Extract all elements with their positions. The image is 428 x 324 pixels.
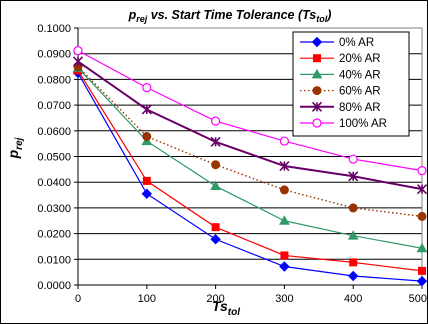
series-5-point-2 — [211, 116, 221, 126]
series-4-point-4 — [348, 171, 359, 182]
series-3-point-1 — [142, 131, 152, 141]
legend-label-3: 60% AR — [339, 86, 381, 98]
x-axis-label: Tstol — [212, 298, 240, 318]
x-tick-label-0: 0 — [75, 293, 81, 305]
series-2-point-2 — [210, 180, 221, 191]
series-1-point-2 — [211, 223, 220, 232]
legend-item-2: 40% AR — [300, 68, 381, 81]
series-3-point-3 — [279, 185, 289, 195]
legend: 0% AR 20% AR 40% AR 60% AR 80% AR 100% AR — [292, 31, 410, 137]
chart-title-text: vs. Start Time Tolerance ( — [147, 8, 304, 22]
x-tick-label-4: 400 — [344, 293, 362, 305]
series-5-point-3 — [279, 136, 289, 146]
legend-label-2: 40% AR — [339, 69, 381, 81]
series-2-point-5 — [416, 242, 428, 253]
y-tick-label-1: 0.0100 — [37, 254, 71, 266]
series-3 — [73, 62, 427, 221]
series-5-point-5 — [417, 166, 427, 176]
series-2-point-3 — [279, 215, 290, 225]
x-tick-label-1: 100 — [138, 293, 156, 305]
y-tick-label-2: 0.0200 — [37, 229, 71, 241]
y-tick-label-9: 0.0900 — [37, 49, 71, 61]
series-0-point-5 — [416, 275, 428, 287]
series-line-0 — [77, 72, 423, 282]
legend-box — [292, 31, 410, 137]
series-1-point-4 — [349, 258, 358, 267]
series-0-point-4 — [347, 270, 359, 282]
series-4-point-3 — [279, 160, 290, 172]
series-1-point-3 — [280, 251, 289, 260]
x-axis-label-main: Ts — [212, 298, 228, 314]
x-axis-label-subscript: tol — [228, 307, 240, 318]
chart-title-p-subscript: rej — [136, 14, 148, 24]
series-3-point-4 — [348, 203, 358, 213]
legend-label-1: 20% AR — [339, 53, 381, 65]
series-line-3 — [77, 66, 423, 218]
y-tick-label-6: 0.0600 — [37, 126, 71, 138]
series-2 — [72, 62, 428, 253]
series-line-2 — [77, 67, 423, 249]
legend-items: 0% AR 20% AR 40% AR 60% AR 80% AR 100% AR — [300, 36, 387, 130]
series-4-point-0 — [72, 56, 84, 67]
series-4 — [72, 56, 428, 195]
legend-marker-1 — [313, 54, 321, 63]
legend-marker-3 — [312, 86, 322, 96]
legend-label-5: 100% AR — [339, 118, 387, 130]
legend-marker-4 — [311, 101, 323, 112]
series-4-point-1 — [141, 104, 152, 115]
series-5-point-1 — [142, 83, 152, 93]
series-4-point-5 — [416, 184, 428, 195]
x-tick-label-3: 300 — [275, 293, 293, 305]
series-2-point-4 — [347, 230, 359, 240]
series-0-point-3 — [279, 261, 290, 272]
series-line-1 — [77, 70, 423, 272]
series-0-point-2 — [210, 234, 221, 245]
y-axis-label-main: p — [5, 149, 21, 159]
chart-title-ts: Ts — [302, 8, 316, 22]
legend-item-3: 60% AR — [300, 86, 381, 98]
y-tick-label-8: 0.0800 — [37, 74, 71, 86]
series-5-point-0 — [73, 46, 83, 56]
legend-label-4: 80% AR — [339, 102, 381, 114]
legend-item-4: 80% AR — [300, 101, 381, 114]
legend-item-1: 20% AR — [300, 53, 381, 65]
series-3-point-5 — [417, 211, 427, 221]
series-5 — [73, 46, 427, 176]
series-1-point-1 — [142, 176, 151, 185]
series-layer — [72, 46, 428, 287]
series-1-point-5 — [418, 266, 426, 275]
series-4-point-2 — [210, 136, 221, 147]
y-tick-label-3: 0.0300 — [37, 203, 71, 215]
y-tick-label-0: 0.0000 — [37, 280, 71, 292]
legend-item-5: 100% AR — [300, 118, 387, 130]
y-axis-label: prej — [5, 137, 25, 159]
x-axis-tick-labels: 0 100 200 300 400 500 — [75, 285, 427, 305]
x-tick-label-5: 500 — [409, 293, 427, 305]
y-tick-label-5: 0.0500 — [37, 152, 71, 164]
chart-title: prej vs. Start Time Tolerance (Tstol) — [128, 8, 332, 24]
legend-marker-5 — [312, 118, 322, 128]
series-0-point-1 — [141, 188, 153, 199]
legend-item-0: 0% AR — [300, 36, 374, 49]
chart-title-close: ) — [325, 8, 331, 22]
y-tick-label-10: 0.1000 — [37, 23, 71, 35]
legend-marker-2 — [311, 68, 323, 79]
series-5-point-4 — [348, 154, 358, 164]
chart-title-ts-subscript: tol — [316, 14, 327, 24]
y-axis-tick-labels: 0.0000 0.0100 0.0200 0.0300 0.0400 0.0500 0.06… — [37, 23, 78, 292]
y-tick-label-4: 0.0400 — [37, 177, 71, 189]
series-line-5 — [77, 50, 423, 172]
x-tick-label-2: 200 — [206, 293, 224, 305]
legend-marker-0 — [311, 36, 323, 48]
series-line-4 — [77, 60, 423, 191]
y-tick-label-7: 0.0700 — [37, 100, 71, 112]
chart-title-p: p — [128, 8, 137, 22]
legend-label-0: 0% AR — [339, 37, 374, 49]
y-axis-label-subscript: rej — [14, 137, 25, 149]
series-3-point-2 — [211, 160, 221, 170]
